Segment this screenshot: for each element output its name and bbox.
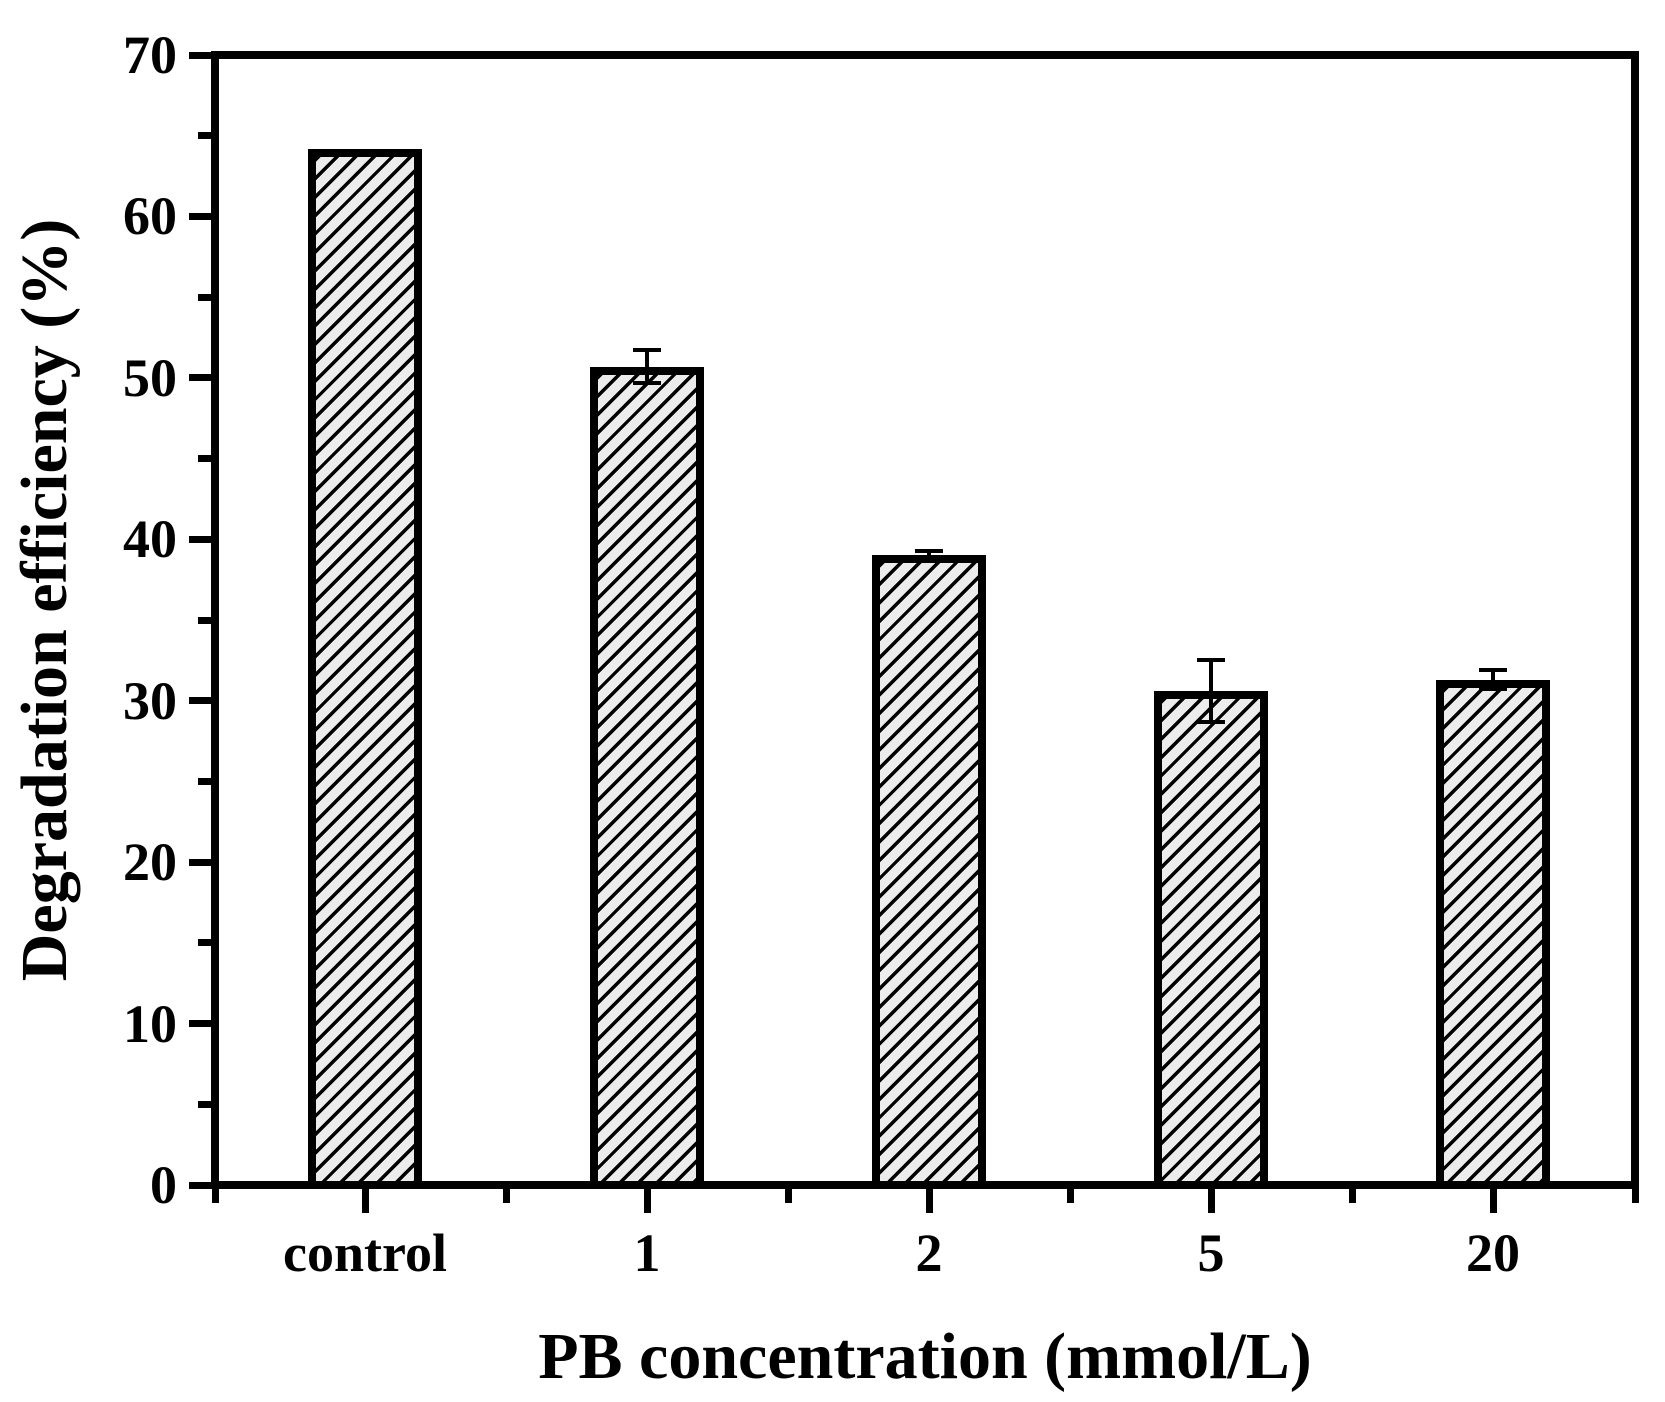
error-bar-cap-top (1479, 668, 1507, 673)
y-minor-tick (198, 939, 211, 947)
x-minor-tick (1348, 1189, 1356, 1203)
x-edge-tick (211, 1189, 219, 1203)
error-bar (1491, 670, 1495, 690)
x-minor-tick (784, 1189, 792, 1203)
x-major-tick (643, 1189, 651, 1213)
bar (872, 555, 986, 1189)
x-edge-tick (1631, 1189, 1639, 1203)
error-bar (927, 550, 931, 561)
y-major-tick (189, 1020, 211, 1028)
error-bar-cap-top (633, 348, 661, 353)
x-tick-label: 1 (633, 1223, 661, 1283)
error-bar-cap-top (915, 548, 943, 553)
x-major-tick (925, 1189, 933, 1213)
x-axis-title: PB concentration (mmol/L) (538, 1320, 1312, 1393)
y-tick-label: 40 (123, 509, 177, 570)
y-major-tick (189, 51, 211, 59)
y-minor-tick (198, 616, 211, 624)
y-tick-label: 70 (123, 25, 177, 85)
y-major-tick (189, 212, 211, 220)
y-minor-tick (198, 455, 211, 463)
x-tick-label: 2 (915, 1223, 943, 1283)
y-major-tick (189, 1181, 211, 1189)
error-bar-cap-bottom (1197, 719, 1225, 724)
x-tick-label: control (283, 1223, 447, 1283)
x-tick-label: 5 (1197, 1223, 1225, 1283)
y-major-tick (189, 535, 211, 543)
bar (308, 148, 422, 1189)
error-bar-cap-bottom (1479, 687, 1507, 692)
y-minor-tick (198, 777, 211, 785)
x-major-tick (1207, 1189, 1215, 1213)
y-tick-label: 0 (150, 1155, 177, 1215)
y-tick-label: 30 (123, 670, 177, 731)
y-minor-tick (198, 132, 211, 140)
error-bar-cap-bottom (633, 380, 661, 385)
x-major-tick (361, 1189, 369, 1213)
x-minor-tick (502, 1189, 510, 1203)
y-minor-tick (198, 293, 211, 301)
y-tick-label: 10 (123, 993, 177, 1054)
x-minor-tick (1066, 1189, 1074, 1203)
bar (1154, 691, 1268, 1189)
y-major-tick (189, 374, 211, 382)
error-bar-cap-bottom (915, 558, 943, 563)
x-major-tick (1489, 1189, 1497, 1213)
y-minor-tick (198, 1100, 211, 1108)
error-bar (1209, 660, 1213, 722)
y-tick-label: 20 (123, 832, 177, 893)
y-tick-label: 60 (123, 186, 177, 247)
y-major-tick (189, 697, 211, 705)
x-tick-label: 20 (1466, 1223, 1520, 1283)
error-bar-cap-top (1197, 658, 1225, 663)
error-bar (645, 350, 649, 383)
y-axis-title: Degradation efficiency (%) (8, 218, 81, 982)
bar (590, 366, 704, 1189)
y-tick-label: 50 (123, 347, 177, 408)
bar (1436, 679, 1550, 1189)
y-major-tick (189, 858, 211, 866)
